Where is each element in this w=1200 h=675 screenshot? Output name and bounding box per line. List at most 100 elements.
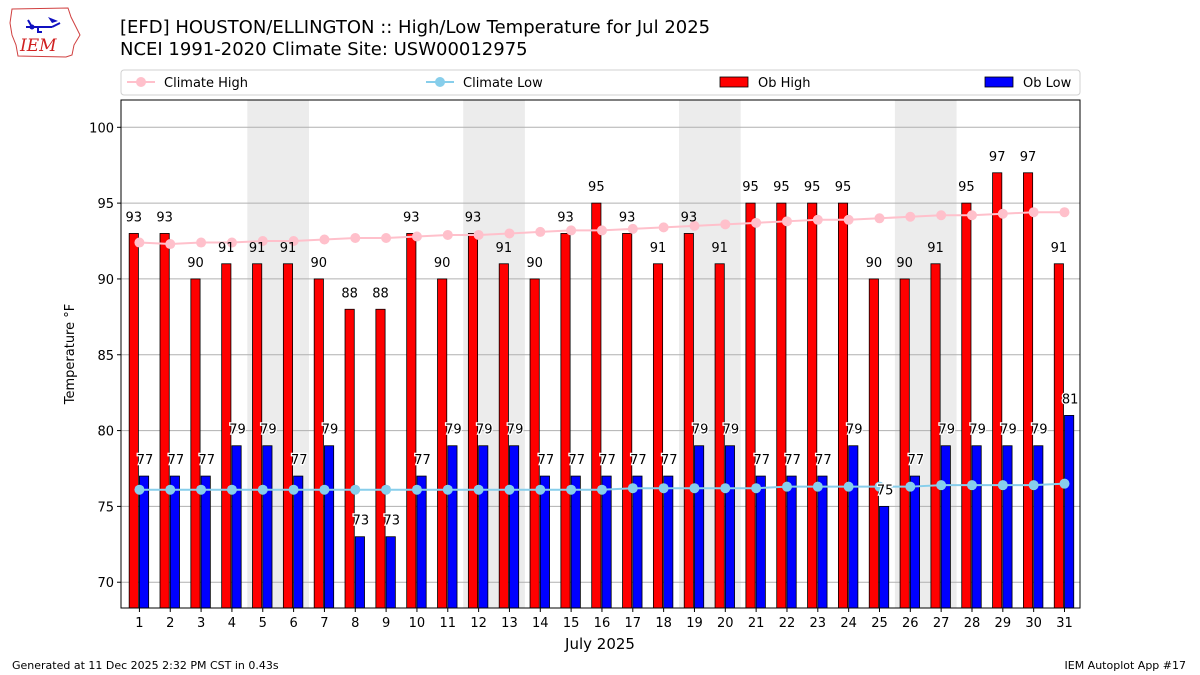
climate-high-point xyxy=(874,213,885,224)
ob-low-bar xyxy=(169,475,180,609)
x-tick-label: 1 xyxy=(135,616,143,631)
climate-high-point xyxy=(350,232,361,243)
x-tick-label: 20 xyxy=(717,616,734,631)
ob-low-label: 77 xyxy=(630,453,647,468)
climate-high-point xyxy=(381,232,392,243)
ob-high-bar xyxy=(899,278,910,609)
generated-timestamp: Generated at 11 Dec 2025 2:32 PM CST in … xyxy=(12,659,279,672)
ob-low-bar xyxy=(447,445,458,609)
ob-high-bar xyxy=(776,202,787,609)
ob-high-label: 91 xyxy=(249,241,266,256)
climate-low-point xyxy=(566,484,577,495)
ob-low-legend-swatch-icon xyxy=(984,76,1014,88)
y-tick-label: 90 xyxy=(97,273,114,288)
ob-low-label: 79 xyxy=(445,423,462,438)
ob-low-label: 79 xyxy=(1000,423,1017,438)
ob-low-label: 77 xyxy=(168,453,185,468)
climate-low-point xyxy=(535,484,546,495)
x-tick-label: 2 xyxy=(166,616,174,631)
ob-low-bar xyxy=(570,475,581,609)
climate-low-point xyxy=(473,484,484,495)
ob-high-bar xyxy=(837,202,849,609)
ob-low-label: 79 xyxy=(229,423,246,438)
climate-low-point xyxy=(1028,480,1039,491)
climate-high-point xyxy=(658,222,669,233)
y-axis-label: Temperature °F xyxy=(63,304,78,405)
ob-low-bar xyxy=(909,475,920,609)
ob-high-label: 90 xyxy=(434,256,451,271)
x-tick-label: 13 xyxy=(501,616,518,631)
ob-low-label: 77 xyxy=(661,453,678,468)
ob-high-bar xyxy=(1053,263,1064,609)
y-axis: 70 75 80 85 90 95 100 xyxy=(89,121,121,591)
ob-high-label: 95 xyxy=(773,180,790,195)
ob-high-label: 95 xyxy=(958,180,975,195)
ob-low-label: 77 xyxy=(784,453,801,468)
chart-subtitle: NCEI 1991-2020 Climate Site: USW00012975 xyxy=(120,39,528,60)
climate-low-legend-marker-icon xyxy=(435,77,445,87)
ob-low-bar xyxy=(200,475,211,609)
ob-high-bar xyxy=(868,278,879,609)
x-tick-label: 24 xyxy=(840,616,857,631)
ob-low-bar xyxy=(848,445,859,609)
climate-low-point xyxy=(658,483,669,494)
ob-low-label: 79 xyxy=(507,423,524,438)
plot-frame xyxy=(120,99,1081,609)
ob-low-label: 77 xyxy=(908,453,925,468)
ob-low-bar xyxy=(262,445,273,609)
ob-high-label: 91 xyxy=(280,241,297,256)
climate-lines xyxy=(134,207,1070,495)
climate-low-point xyxy=(874,481,885,492)
climate-low-point xyxy=(165,484,176,495)
climate-low-point xyxy=(596,484,607,495)
climate-low-point xyxy=(936,480,947,491)
ob-high-label: 88 xyxy=(341,286,358,301)
ob-high-legend-swatch-icon xyxy=(719,76,749,88)
climate-low-point xyxy=(411,484,422,495)
x-tick-label: 5 xyxy=(259,616,267,631)
ob-high-label: 93 xyxy=(126,210,143,225)
ob-low-label: 79 xyxy=(322,423,339,438)
ob-high-label: 95 xyxy=(804,180,821,195)
ob-low-bar xyxy=(354,536,365,609)
ob-low-label: 77 xyxy=(815,453,832,468)
app-credit: IEM Autoplot App #17 xyxy=(1064,659,1187,672)
climate-low-point xyxy=(319,484,330,495)
svg-text:IEM: IEM xyxy=(19,36,57,56)
climate-high-point xyxy=(165,239,176,250)
ob-low-label: 79 xyxy=(692,423,709,438)
ob-high-bar xyxy=(807,202,818,609)
ob-low-label: 73 xyxy=(383,514,400,529)
climate-low-point xyxy=(350,484,361,495)
x-tick-label: 22 xyxy=(779,616,796,631)
ob-low-label: 77 xyxy=(568,453,585,468)
climate-high-point xyxy=(596,225,607,236)
climate-low-point xyxy=(257,484,268,495)
y-tick-label: 75 xyxy=(97,500,114,515)
y-tick-label: 80 xyxy=(97,425,114,440)
x-tick-label: 21 xyxy=(748,616,765,631)
ob-low-bar xyxy=(879,505,890,609)
x-tick-label: 16 xyxy=(594,616,611,631)
ob-low-bar xyxy=(971,445,982,609)
ob-low-label: 79 xyxy=(846,423,863,438)
climate-low-legend-label: Climate Low xyxy=(463,76,543,91)
ob-low-bar xyxy=(694,445,705,609)
ob-low-bar xyxy=(509,445,520,609)
climate-high-point xyxy=(689,220,700,231)
ob-high-bar xyxy=(591,202,602,609)
ob-low-bar xyxy=(601,475,612,609)
ob-high-bar xyxy=(437,278,448,609)
climate-low-point xyxy=(781,481,792,492)
ob-low-bar xyxy=(293,475,304,609)
climate-low-point xyxy=(751,483,762,494)
ob-low-label: 79 xyxy=(476,423,493,438)
ob-low-label: 77 xyxy=(538,453,555,468)
ob-high-bar xyxy=(190,278,201,609)
climate-high-point xyxy=(997,208,1008,219)
ob-high-label: 90 xyxy=(866,256,883,271)
ob-low-bar xyxy=(755,475,766,609)
y-tick-label: 70 xyxy=(97,576,114,591)
climate-low-point xyxy=(689,483,700,494)
